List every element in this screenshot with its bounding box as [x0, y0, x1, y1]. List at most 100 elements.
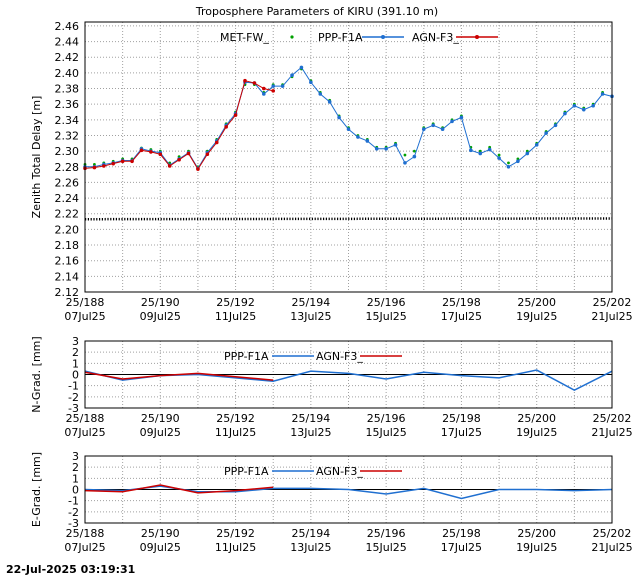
x-tick-doy: 25/196	[367, 296, 406, 309]
x-tick-date: 17Jul25	[441, 310, 482, 323]
data-point	[393, 143, 398, 147]
legend-label: PPP-F1A	[224, 350, 269, 363]
data-point	[544, 131, 548, 135]
x-tick-doy: 25/188	[66, 412, 105, 425]
x-tick-date: 09Jul25	[140, 310, 181, 323]
data-point	[290, 73, 294, 78]
x-tick-date: 19Jul25	[516, 426, 557, 439]
data-point	[469, 148, 473, 153]
x-tick-date: 13Jul25	[290, 310, 331, 323]
data-point	[591, 103, 595, 108]
x-tick-date: 07Jul25	[64, 541, 105, 554]
x-tick-date: 21Jul25	[591, 541, 632, 554]
legend-label: AGN-F3_	[316, 465, 363, 478]
y-tick-label: 2.32	[55, 129, 80, 142]
data-point	[252, 81, 257, 85]
y-tick-label: -1	[68, 495, 79, 508]
data-point	[553, 123, 558, 128]
y-tick-label: 2.26	[55, 176, 80, 189]
data-point	[365, 139, 370, 143]
y-tick-label: 2.16	[55, 255, 80, 268]
x-tick-date: 21Jul25	[591, 426, 632, 439]
x-tick-doy: 25/188	[66, 296, 105, 309]
y-tick-label: 2.18	[55, 239, 80, 252]
y-tick-label: 2.40	[55, 67, 80, 80]
y-tick-label: -2	[68, 506, 79, 519]
data-point	[403, 153, 407, 157]
data-point	[130, 159, 134, 164]
data-point	[487, 147, 492, 152]
data-point	[111, 161, 116, 166]
data-point	[403, 161, 407, 165]
x-tick-doy: 25/198	[442, 412, 481, 425]
data-point	[309, 80, 313, 85]
legend-label: MET-FW_	[220, 31, 269, 44]
chart-title: Troposphere Parameters of KIRU (391.10 m…	[195, 5, 438, 18]
x-tick-doy: 25/194	[292, 296, 331, 309]
y-axis-label: E-Grad. [mm]	[30, 452, 43, 527]
data-point	[233, 113, 238, 117]
y-tick-label: -2	[68, 391, 79, 404]
data-point	[421, 127, 426, 132]
data-point	[280, 84, 285, 88]
data-point	[318, 92, 323, 96]
data-point	[534, 143, 539, 147]
data-point	[563, 111, 567, 116]
x-tick-date: 07Jul25	[64, 310, 105, 323]
x-tick-doy: 25/192	[216, 527, 255, 540]
y-tick-label: 0	[72, 369, 79, 382]
data-point	[346, 127, 351, 132]
legend-marker	[381, 35, 385, 39]
plot-frame	[84, 340, 613, 409]
plot-frame	[84, 21, 613, 293]
data-point	[205, 152, 210, 157]
y-tick-label: 2.46	[55, 20, 80, 33]
data-point	[440, 127, 445, 132]
y-tick-label: 2.36	[55, 98, 80, 111]
data-point	[92, 165, 97, 170]
y-tick-label: 1	[72, 357, 79, 370]
y-tick-label: 2.38	[55, 83, 80, 96]
x-tick-doy: 25/196	[367, 527, 406, 540]
y-tick-label: 2.20	[55, 223, 80, 236]
data-point	[356, 135, 360, 139]
data-point	[431, 123, 435, 128]
y-tick-label: 2.24	[55, 192, 80, 205]
data-point	[167, 164, 172, 168]
y-tick-label: 3	[72, 335, 79, 348]
x-tick-doy: 25/202	[593, 296, 632, 309]
y-tick-label: 0	[72, 484, 79, 497]
y-tick-label: 1	[72, 472, 79, 485]
data-point	[149, 150, 153, 154]
footer-timestamp: 22-Jul-2025 03:19:31	[6, 563, 135, 576]
data-point	[497, 153, 501, 157]
y-tick-label: -1	[68, 380, 79, 393]
data-point	[224, 125, 228, 129]
x-tick-doy: 25/198	[442, 527, 481, 540]
data-point	[299, 65, 304, 70]
data-point	[572, 103, 577, 108]
plot-frame	[84, 455, 613, 524]
x-tick-doy: 25/192	[216, 296, 255, 309]
y-tick-label: -3	[68, 517, 79, 530]
data-point	[177, 157, 181, 162]
x-tick-date: 19Jul25	[516, 541, 557, 554]
data-point	[459, 115, 464, 120]
x-tick-doy: 25/192	[216, 412, 255, 425]
data-point	[102, 164, 106, 168]
data-point	[412, 149, 416, 153]
legend-swatch	[290, 35, 294, 39]
x-tick-date: 21Jul25	[591, 310, 632, 323]
y-tick-label: 2.14	[55, 270, 80, 283]
chart-panels: 2.12 2.14 2.16 2.18 2.20 2.22 2.24 2.26 2.28 2.30…	[30, 20, 633, 554]
y-tick-label: 2.34	[55, 114, 80, 127]
panel-0: 2.12 2.14 2.16 2.18 2.20 2.22 2.24 2.26 2.28 2.30…	[30, 20, 633, 323]
series-line-1	[84, 484, 274, 494]
y-tick-label: 3	[72, 450, 79, 463]
data-point	[506, 164, 511, 169]
y-tick-label: 2.30	[55, 145, 80, 158]
data-point	[243, 78, 247, 83]
data-point	[158, 152, 163, 157]
data-point	[497, 156, 501, 160]
